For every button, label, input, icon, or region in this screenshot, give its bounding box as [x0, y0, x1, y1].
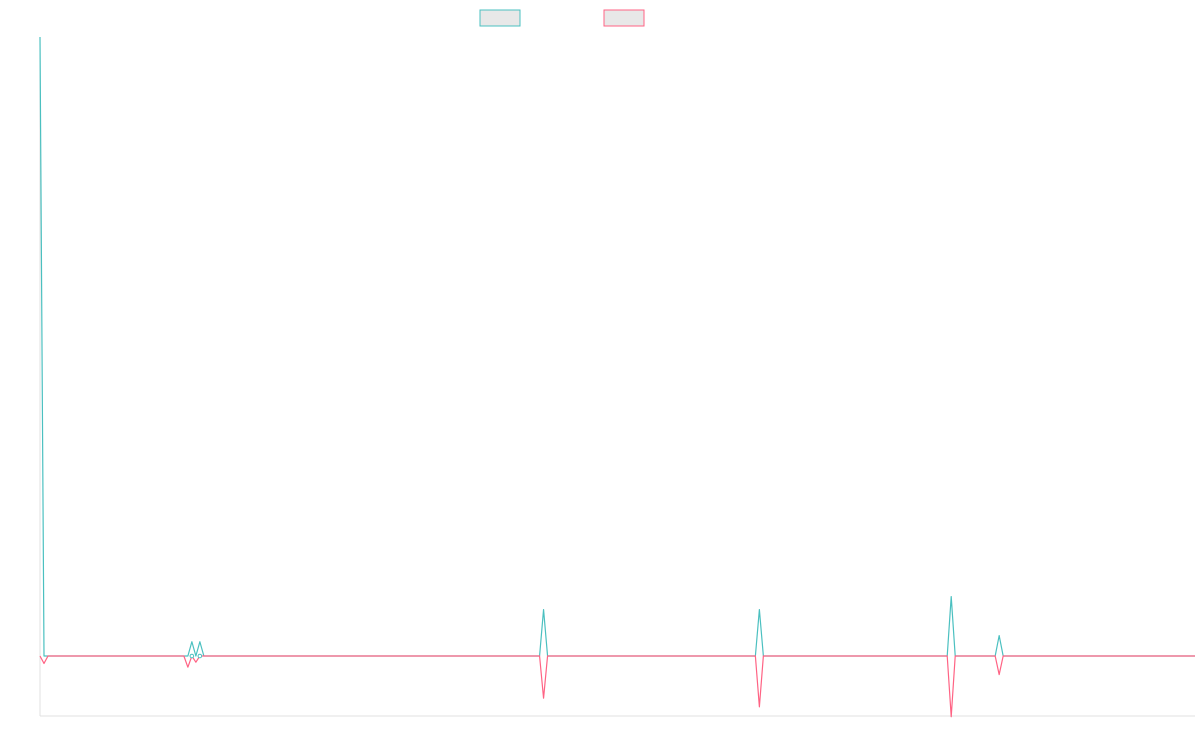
legend: [479, 9, 645, 27]
axes: [39, 37, 1195, 717]
legend-swatch-1: [479, 9, 521, 27]
series-line-2: [39, 655, 1195, 718]
plot-area: [39, 36, 1195, 718]
series-1-point: [197, 653, 203, 659]
series-1-point: [189, 653, 195, 659]
series-line-1: [39, 36, 1195, 657]
legend-swatch-2: [603, 9, 645, 27]
